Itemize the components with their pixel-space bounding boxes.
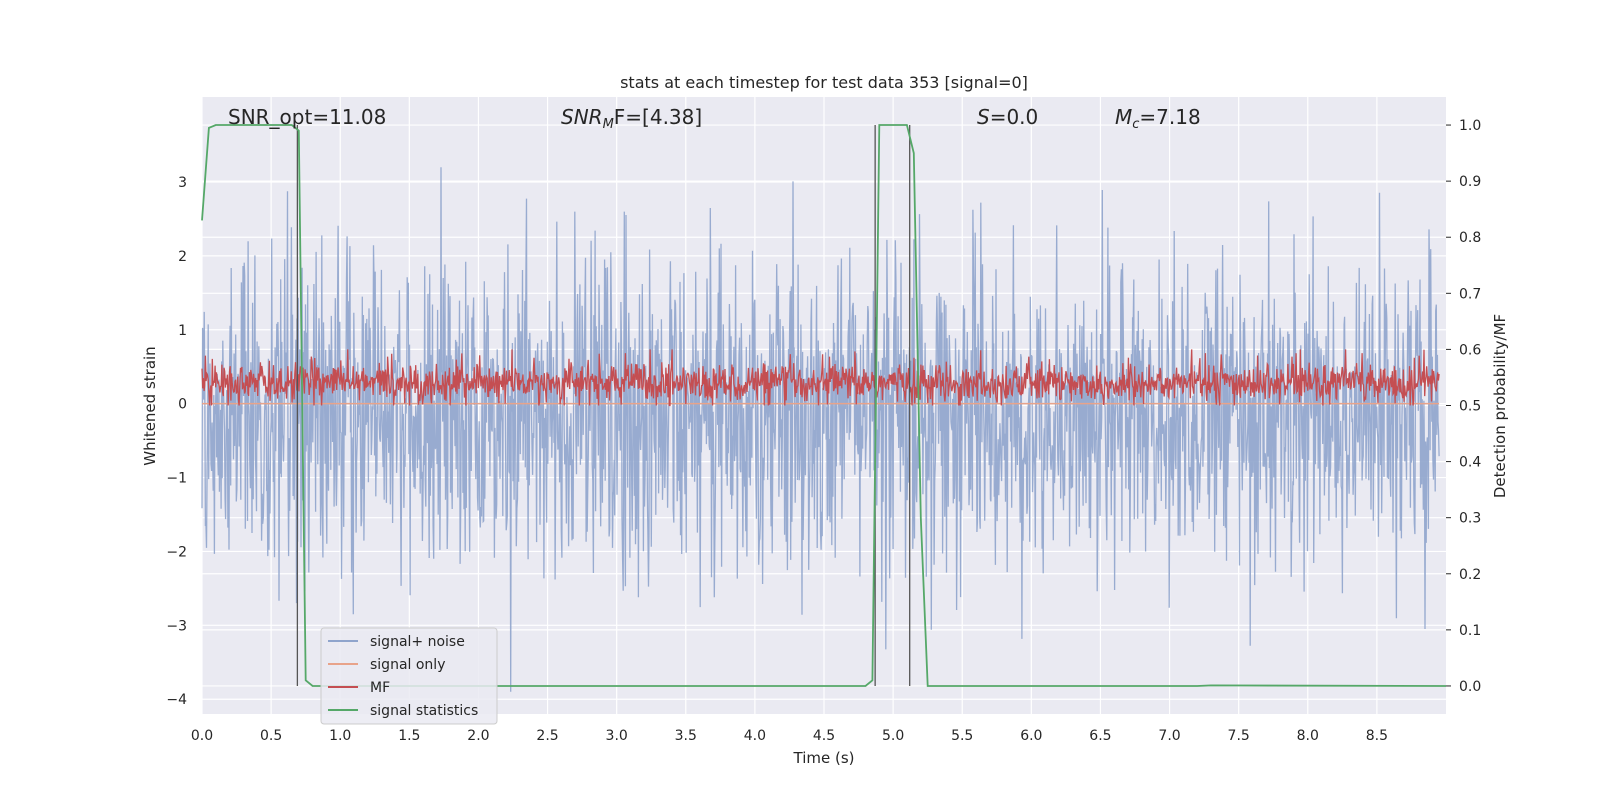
- y-right-tick-label: 0.6: [1459, 342, 1481, 358]
- x-tick-label: 0.0: [191, 728, 213, 744]
- x-tick-label: 5.0: [882, 728, 904, 744]
- x-tick-label: 2.5: [536, 728, 558, 744]
- y-left-tick-label: −1: [166, 471, 187, 487]
- y-axis-right-label: Detection probability/MF: [1491, 314, 1509, 498]
- annotation-snr-opt: SNR_opt=11.08: [228, 105, 386, 129]
- x-tick-label: 3.5: [675, 728, 697, 744]
- y-right-tick-label: 0.3: [1459, 511, 1481, 527]
- y-left-tick-label: −2: [166, 544, 187, 560]
- y-right-tick-label: 0.2: [1459, 567, 1481, 583]
- y-left-tick-label: 1: [178, 323, 187, 339]
- x-tick-label: 3.0: [606, 728, 628, 744]
- series-mf: [201, 349, 1440, 407]
- legend-label-signal-statistics: signal statistics: [370, 703, 478, 719]
- y-right-tick-label: 0.4: [1459, 455, 1481, 471]
- y-right-tick-label: 0.7: [1459, 286, 1481, 302]
- series-signal-noise: [201, 167, 1440, 692]
- x-axis-label: Time (s): [793, 749, 855, 767]
- y-axis-right-ticks: 0.0 0.1 0.2 0.3 0.4 0.5 0.6 0.7 0.8 0.9 1.0: [1446, 118, 1481, 695]
- x-tick-label: 6.5: [1089, 728, 1111, 744]
- legend-label-mf: MF: [370, 680, 390, 696]
- x-tick-label: 1.5: [398, 728, 420, 744]
- x-tick-label: 8.0: [1297, 728, 1319, 744]
- x-tick-label: 7.5: [1228, 728, 1250, 744]
- y-right-tick-label: 0.0: [1459, 679, 1481, 695]
- y-axis-left-label: Whitened strain: [141, 346, 159, 465]
- y-right-tick-label: 1.0: [1459, 118, 1481, 134]
- y-axis-left-ticks: −4 −3 −2 −1 0 1 2 3: [166, 175, 187, 708]
- chart-title: stats at each timestep for test data 353…: [620, 73, 1028, 92]
- x-tick-label: 4.0: [744, 728, 766, 744]
- y-right-tick-label: 0.8: [1459, 230, 1481, 246]
- x-tick-label: 0.5: [260, 728, 282, 744]
- annotation-mc: Mc=7.18: [1115, 105, 1201, 132]
- x-tick-label: 7.0: [1158, 728, 1180, 744]
- annotation-s: S=0.0: [977, 105, 1038, 129]
- y-left-tick-label: 2: [178, 249, 187, 265]
- x-axis-ticks: 0.0 0.5 1.0 1.5 2.0 2.5 3.0 3.5 4.0 4.5 5.0 5.5 6.0 6…: [191, 728, 1388, 744]
- y-right-tick-label: 0.5: [1459, 399, 1481, 415]
- annotation-snr-mf: SNRMF=[4.38]: [561, 105, 702, 132]
- legend-box: [320, 627, 498, 725]
- y-left-tick-label: −3: [166, 618, 187, 634]
- x-tick-label: 4.5: [813, 728, 835, 744]
- legend: signal+ noise signal only MF signal stat…: [320, 627, 498, 725]
- legend-label-signal-only: signal only: [370, 657, 445, 673]
- y-right-tick-label: 0.1: [1459, 623, 1481, 639]
- y-right-tick-label: 0.9: [1459, 174, 1481, 190]
- y-left-tick-label: −4: [166, 692, 187, 708]
- x-tick-label: 5.5: [951, 728, 973, 744]
- y-left-tick-label: 0: [178, 397, 187, 413]
- series-signal-statistics: [201, 124, 1447, 687]
- x-tick-label: 2.0: [467, 728, 489, 744]
- legend-label-signal-noise: signal+ noise: [370, 634, 465, 650]
- x-tick-label: 8.5: [1366, 728, 1388, 744]
- y-left-tick-label: 3: [178, 175, 187, 191]
- x-tick-label: 1.0: [329, 728, 351, 744]
- plot-content: [201, 124, 1447, 692]
- x-tick-label: 6.0: [1020, 728, 1042, 744]
